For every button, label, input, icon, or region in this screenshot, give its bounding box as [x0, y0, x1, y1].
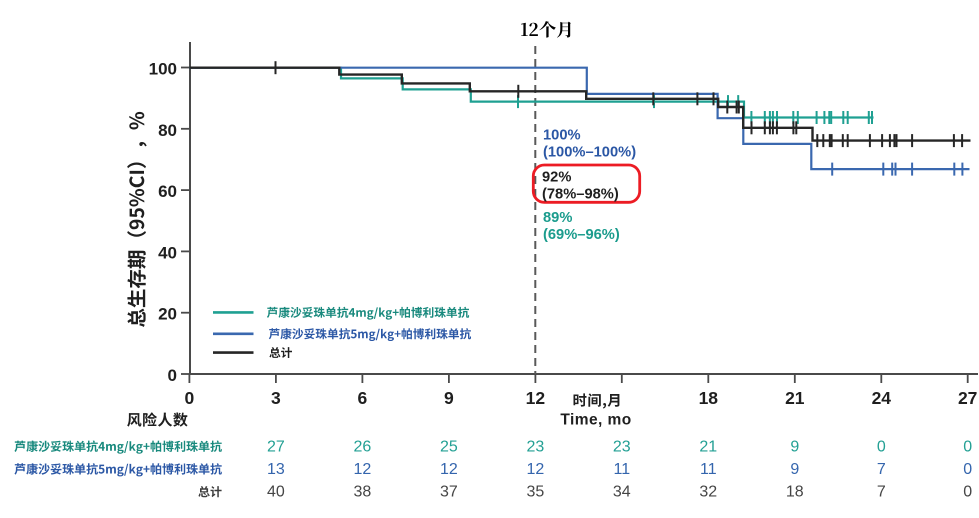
svg-text:25: 25 [440, 438, 458, 455]
svg-text:0: 0 [963, 484, 972, 501]
svg-text:80: 80 [158, 121, 177, 140]
svg-text:21: 21 [699, 438, 717, 455]
svg-text:92%: 92% [542, 170, 571, 186]
svg-text:12: 12 [440, 461, 458, 478]
svg-text:(78%–98%): (78%–98%) [542, 187, 619, 203]
svg-text:13: 13 [267, 461, 285, 478]
svg-text:100: 100 [149, 60, 177, 79]
svg-text:12: 12 [354, 461, 372, 478]
svg-text:7: 7 [877, 484, 886, 501]
svg-text:18: 18 [699, 388, 719, 408]
svg-text:0: 0 [963, 461, 972, 478]
svg-text:27: 27 [267, 438, 285, 455]
svg-text:40: 40 [267, 484, 285, 501]
svg-text:37: 37 [440, 484, 458, 501]
svg-text:3: 3 [271, 388, 281, 408]
svg-text:26: 26 [354, 438, 372, 455]
svg-text:12: 12 [526, 388, 546, 408]
svg-text:6: 6 [358, 388, 368, 408]
svg-text:0: 0 [877, 438, 886, 455]
svg-text:7: 7 [877, 461, 886, 478]
svg-text:12: 12 [527, 461, 545, 478]
svg-text:38: 38 [354, 484, 372, 501]
svg-text:27: 27 [958, 388, 977, 408]
svg-text:0: 0 [963, 438, 972, 455]
svg-text:20: 20 [158, 305, 177, 324]
svg-text:0: 0 [168, 366, 177, 385]
svg-text:24: 24 [872, 388, 892, 408]
svg-text:23: 23 [527, 438, 545, 455]
svg-text:100%: 100% [543, 128, 581, 144]
svg-text:18: 18 [786, 484, 804, 501]
svg-text:40: 40 [158, 243, 177, 262]
svg-text:0: 0 [185, 388, 195, 408]
svg-text:89%: 89% [543, 210, 572, 226]
svg-text:21: 21 [785, 388, 805, 408]
svg-text:9: 9 [790, 461, 799, 478]
svg-text:(100%–100%): (100%–100%) [543, 145, 636, 161]
svg-text:23: 23 [613, 438, 631, 455]
svg-text:11: 11 [613, 461, 630, 478]
svg-text:9: 9 [444, 388, 454, 408]
svg-text:35: 35 [527, 484, 545, 501]
svg-text:11: 11 [700, 461, 717, 478]
svg-text:(69%–96%): (69%–96%) [543, 227, 620, 243]
svg-text:34: 34 [613, 484, 631, 501]
svg-text:Time, mo: Time, mo [560, 412, 631, 429]
svg-text:9: 9 [790, 438, 799, 455]
svg-text:60: 60 [158, 182, 177, 201]
svg-text:32: 32 [699, 484, 717, 501]
